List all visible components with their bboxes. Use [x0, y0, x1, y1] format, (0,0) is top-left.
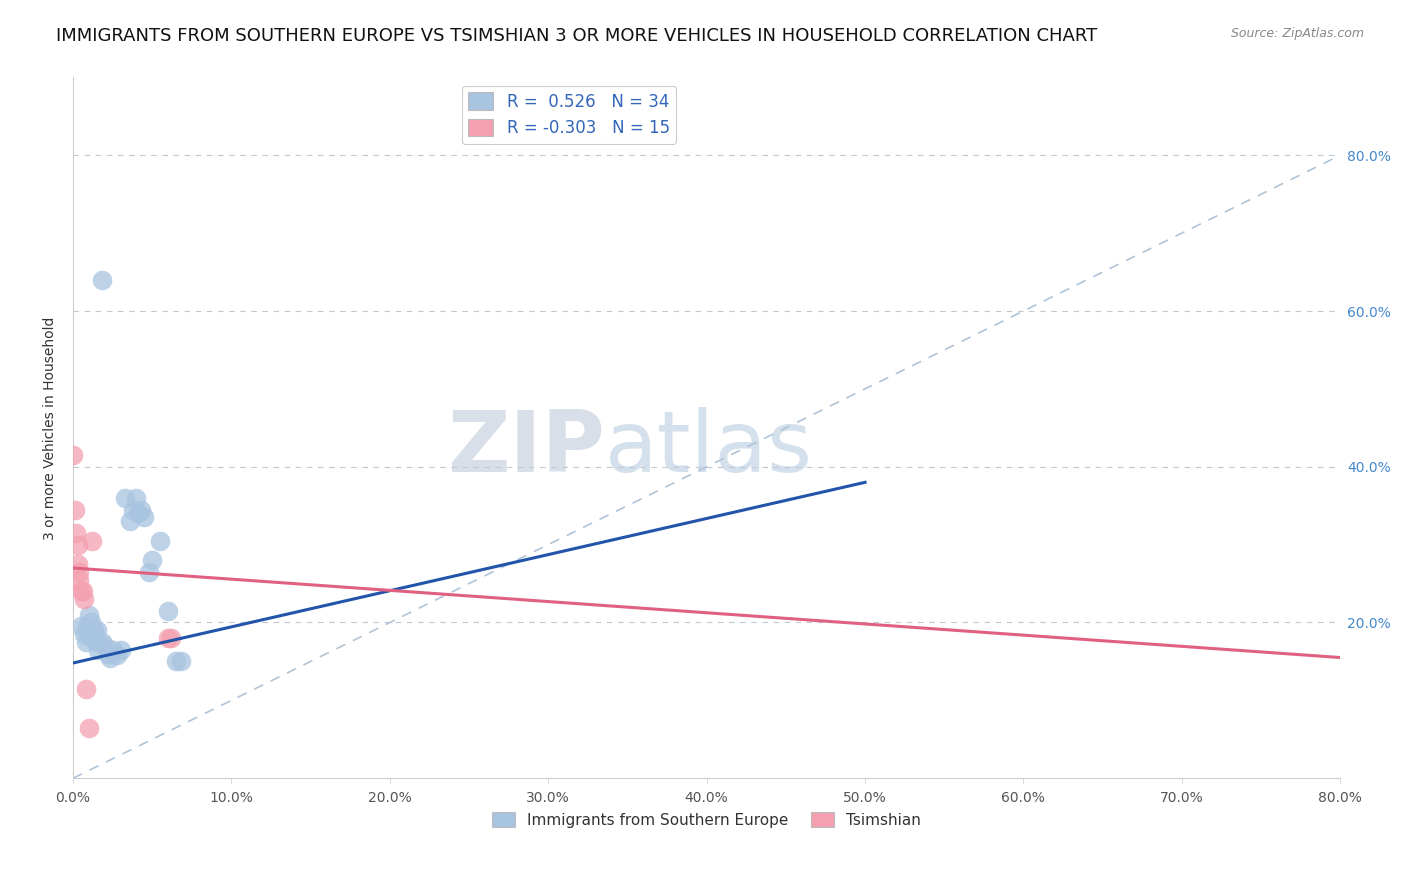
Point: [83, 624, 105, 638]
Point: [120, 514, 142, 528]
Point: [90, 273, 112, 287]
Point: [149, 533, 172, 548]
Point: [110, 642, 132, 657]
Y-axis label: 3 or more Vehicles in Household: 3 or more Vehicles in Household: [44, 316, 58, 540]
Point: [138, 565, 160, 579]
Point: [82, 631, 104, 645]
Point: [66, 538, 89, 552]
Point: [134, 510, 156, 524]
Text: Source: ZipAtlas.com: Source: ZipAtlas.com: [1230, 27, 1364, 40]
Point: [84, 627, 107, 641]
Point: [79, 615, 101, 630]
Point: [73, 592, 96, 607]
Point: [127, 507, 149, 521]
Point: [72, 584, 94, 599]
Point: [101, 642, 124, 657]
Point: [86, 635, 108, 649]
Text: atlas: atlas: [605, 408, 813, 491]
Point: [66, 557, 89, 571]
Point: [129, 502, 152, 516]
Point: [77, 627, 100, 641]
Text: ZIP: ZIP: [447, 408, 605, 491]
Point: [73, 627, 96, 641]
Point: [77, 721, 100, 735]
Point: [77, 607, 100, 622]
Point: [87, 642, 110, 657]
Point: [70, 619, 93, 633]
Point: [114, 491, 136, 505]
Point: [157, 604, 180, 618]
Point: [94, 639, 117, 653]
Point: [157, 631, 180, 645]
Point: [62, 448, 84, 462]
Point: [75, 635, 97, 649]
Point: [86, 624, 108, 638]
Point: [63, 502, 86, 516]
Point: [82, 533, 104, 548]
Point: [122, 502, 145, 516]
Point: [97, 647, 120, 661]
Point: [98, 650, 121, 665]
Point: [67, 565, 90, 579]
Point: [125, 491, 148, 505]
Point: [170, 655, 193, 669]
Point: [65, 525, 87, 540]
Point: [70, 584, 93, 599]
Point: [76, 619, 98, 633]
Text: IMMIGRANTS FROM SOUTHERN EUROPE VS TSIMSHIAN 3 OR MORE VEHICLES IN HOUSEHOLD COR: IMMIGRANTS FROM SOUTHERN EUROPE VS TSIMS…: [56, 27, 1098, 45]
Point: [165, 655, 187, 669]
Point: [107, 648, 129, 663]
Point: [75, 681, 97, 696]
Point: [160, 631, 183, 645]
Point: [141, 553, 163, 567]
Point: [90, 635, 112, 649]
Legend: Immigrants from Southern Europe, Tsimshian: Immigrants from Southern Europe, Tsimshi…: [486, 805, 928, 834]
Point: [67, 573, 90, 587]
